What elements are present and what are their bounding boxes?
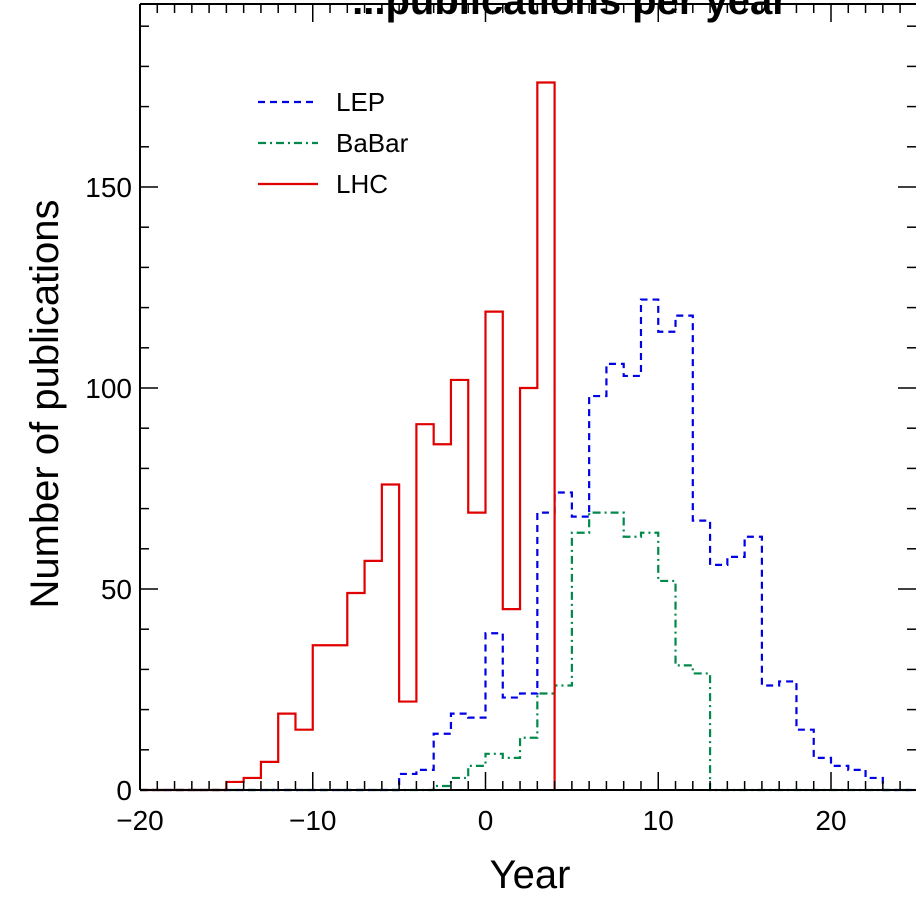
x-tick-label: −20 (116, 805, 164, 836)
axes-layer: −20 −10 0 10 20 0 50 100 150 (85, 3, 916, 836)
legend: LEP BaBar LHC (258, 87, 409, 199)
legend-label-babar: BaBar (336, 128, 409, 158)
x-tick-label: 10 (643, 805, 674, 836)
y-tick-label: 150 (85, 172, 132, 203)
x-tick-label: −10 (289, 805, 337, 836)
y-tick-label: 0 (116, 775, 132, 806)
chart-title: ...publications per year (352, 0, 788, 23)
y-axis-title: Number of publications (23, 199, 67, 608)
x-tick-label: 20 (815, 805, 846, 836)
x-axis-title: Year (490, 853, 571, 897)
series-lep-line (140, 298, 916, 792)
legend-label-lep: LEP (336, 87, 385, 117)
x-tick-label: 0 (478, 805, 494, 836)
legend-label-lhc: LHC (336, 169, 388, 199)
y-tick-label: 50 (101, 574, 132, 605)
y-tick-label: 100 (85, 373, 132, 404)
